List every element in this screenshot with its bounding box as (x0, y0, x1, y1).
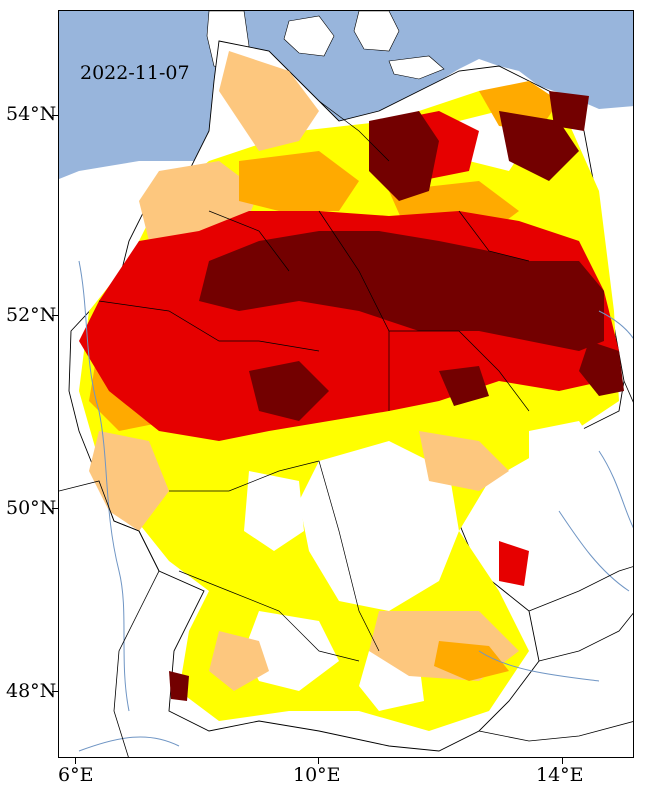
island-zealand (353, 11, 400, 52)
lon-tick-mark-14 (562, 758, 563, 764)
sea-area (59, 11, 633, 179)
lat-tick-mark-52 (52, 315, 58, 316)
neighbor-borders (59, 380, 633, 757)
class-dark-red-layer (169, 91, 624, 701)
lon-tick-10: 10°E (293, 764, 341, 786)
lon-tick-14: 14°E (536, 764, 584, 786)
drought-map (59, 11, 633, 757)
state-borders (98, 100, 530, 662)
lat-tick-50: 50°N (6, 497, 57, 519)
lat-tick-mark-54 (52, 115, 58, 116)
lat-tick-54: 54°N (6, 103, 57, 125)
lon-tick-mark-10 (318, 758, 319, 764)
lon-tick-mark-6 (75, 758, 76, 764)
lat-tick-48: 48°N (6, 680, 57, 702)
date-label: 2022-11-07 (80, 62, 190, 84)
lat-tick-mark-50 (52, 508, 58, 509)
island-funen (283, 15, 335, 57)
map-panel[interactable] (58, 10, 634, 758)
lat-tick-mark-48 (52, 691, 58, 692)
rivers (78, 260, 633, 752)
island-lolland (388, 55, 445, 80)
lat-tick-52: 52°N (6, 304, 57, 326)
lon-tick-6: 6°E (58, 764, 94, 786)
